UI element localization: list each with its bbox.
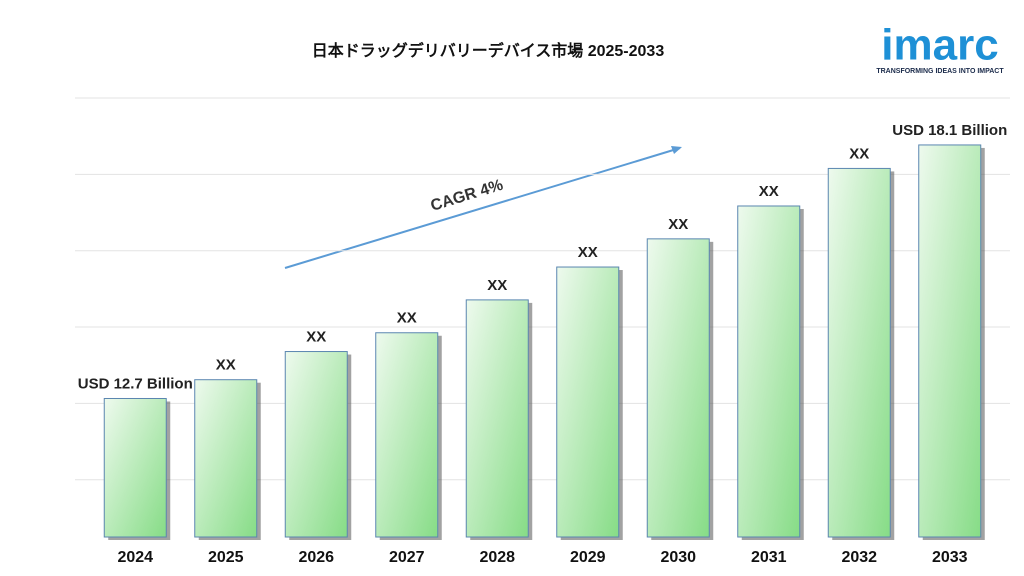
bar: [827, 167, 891, 538]
x-tick-label: 2033: [932, 549, 968, 566]
x-tick-label: 2024: [117, 549, 153, 566]
value-label: XX: [487, 277, 507, 294]
x-tick-label: 2032: [841, 549, 877, 566]
x-tick-label: 2030: [660, 549, 696, 566]
value-label: XX: [759, 183, 779, 200]
bar: [284, 351, 348, 538]
bar: [737, 205, 801, 538]
value-label: XX: [668, 216, 688, 233]
x-tick-label: 2029: [570, 549, 606, 566]
x-tick-label: 2026: [298, 549, 334, 566]
value-label: XX: [306, 329, 326, 346]
value-label: XX: [216, 357, 236, 374]
x-tick-label: 2025: [208, 549, 244, 566]
bar: [465, 299, 529, 538]
x-tick-label: 2031: [751, 549, 787, 566]
bar: [556, 266, 620, 538]
chart-title: 日本ドラッグデリバリーデバイス市場 2025-2033: [312, 41, 665, 60]
cagr-label: CAGR 4%: [429, 177, 505, 215]
logo-tagline: TRANSFORMING IDEAS INTO IMPACT: [876, 68, 1004, 75]
bar: [375, 332, 439, 538]
x-tick-label: 2027: [389, 549, 425, 566]
value-label: XX: [849, 145, 869, 162]
cagr-arrow-head: [671, 146, 682, 154]
logo: imarc TRANSFORMING IDEAS INTO IMPACT: [876, 21, 1004, 75]
value-label: USD 12.7 Billion: [78, 375, 193, 392]
logo-name: imarc: [881, 21, 998, 70]
cagr-arrow: [284, 147, 681, 269]
x-tick-label: 2028: [479, 549, 515, 566]
value-label: USD 18.1 Billion: [892, 122, 1007, 139]
bar: [194, 379, 258, 538]
bar: [103, 397, 167, 538]
value-label: XX: [578, 244, 598, 261]
bar: [918, 144, 982, 538]
value-label: XX: [397, 310, 417, 327]
bar: [646, 238, 710, 538]
